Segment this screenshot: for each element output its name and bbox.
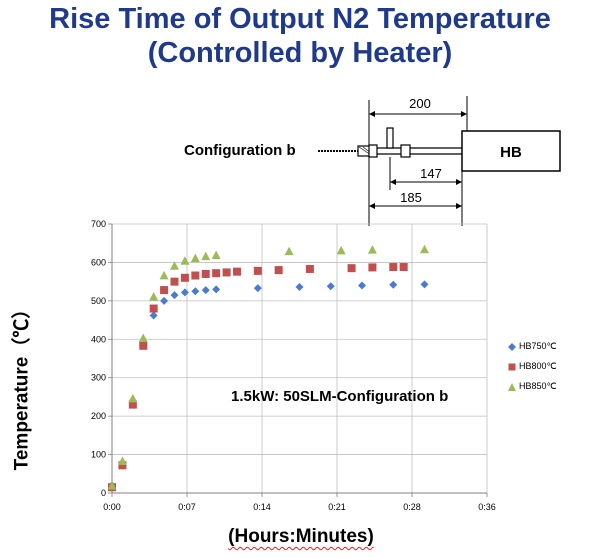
data-point-square [139, 341, 148, 350]
data-point-square [399, 263, 408, 272]
data-point-diamond [326, 282, 335, 291]
data-point-square [274, 266, 283, 275]
data-point-triangle [170, 261, 179, 270]
x-tick-label: 0:28 [403, 502, 421, 512]
data-point-square [212, 269, 221, 278]
dimension-147-label: 147 [420, 166, 442, 181]
x-axis-title-wrap: (Hours:Minutes) [0, 526, 600, 548]
y-tick-label: 0 [101, 488, 106, 498]
data-point-diamond [201, 286, 210, 295]
data-point-square [233, 267, 241, 276]
x-axis-title: (Hours:Minutes) [228, 526, 374, 547]
tube-collar [400, 144, 411, 158]
y-tick-label: 400 [91, 334, 106, 344]
legend-marker-square [508, 363, 516, 370]
y-axis-title: Temperature（℃） [11, 299, 33, 471]
data-point-triangle [211, 250, 221, 260]
x-tick-label: 0:14 [253, 502, 271, 512]
y-tick-label: 200 [91, 411, 106, 421]
title-line-2: (Controlled by Heater) [147, 37, 453, 69]
data-point-diamond [358, 281, 366, 290]
configuration-label: Configuration b [184, 142, 296, 159]
data-point-diamond [295, 283, 304, 292]
data-point-triangle [284, 246, 294, 256]
x-tick-label: 0:07 [178, 502, 196, 512]
legend-label: HB800℃ [519, 361, 557, 371]
legend-marker-triangle [508, 382, 516, 391]
data-point-triangle [117, 456, 127, 465]
chart-axes: 0 100 200 300 400 500 600 700 0:00 0:07 0:14 0:21 0:… [91, 219, 496, 512]
data-point-diamond [253, 284, 262, 293]
data-point-diamond [160, 296, 169, 305]
data-point-diamond [170, 291, 179, 300]
data-point-triangle [190, 253, 200, 263]
x-tick-label: 0:36 [478, 502, 496, 512]
dimension-185-label: 185 [400, 190, 422, 205]
y-tick-label: 500 [91, 296, 106, 306]
data-point-triangle [201, 251, 211, 261]
legend-item-hb750: HB750℃ [508, 341, 557, 352]
data-point-square [305, 264, 314, 273]
x-tick-label: 0:00 [103, 502, 121, 512]
x-tick-label: 0:21 [328, 502, 346, 512]
chart-grid [112, 223, 488, 494]
data-point-triangle [128, 393, 138, 403]
data-point-triangle [367, 245, 377, 254]
data-point-triangle [420, 244, 429, 254]
data-point-square [347, 264, 356, 273]
data-point-square [170, 277, 179, 286]
data-point-square [201, 269, 210, 278]
hb-box [461, 130, 561, 172]
legend-item-hb800: HB800℃ [508, 361, 557, 372]
dimension-200-label: 200 [409, 96, 431, 111]
data-point-diamond [389, 280, 398, 289]
data-point-triangle [336, 245, 346, 255]
data-point-diamond [420, 280, 429, 289]
data-point-triangle [180, 256, 190, 265]
data-point-triangle [138, 333, 148, 343]
data-point-square [118, 461, 127, 470]
data-point-square [149, 304, 158, 313]
data-point-square [222, 268, 231, 277]
chart-annotation: 1.5kW: 50SLM-Configuration b [231, 388, 449, 405]
legend-label: HB850℃ [519, 381, 557, 391]
data-point-square [180, 273, 189, 282]
data-point-square [191, 271, 200, 280]
title-line-1: Rise Time of Output N2 Temperature [49, 3, 551, 35]
data-point-diamond [149, 311, 158, 320]
hb-label: HB [500, 144, 522, 161]
data-point-square [128, 400, 137, 409]
data-point-square [389, 263, 398, 272]
chart-marks [107, 244, 429, 492]
data-point-square [368, 263, 377, 272]
data-point-square [253, 266, 262, 275]
data-point-triangle [107, 481, 117, 490]
vertical-stub [386, 127, 394, 149]
legend-item-hb850: HB850℃ [508, 381, 557, 392]
y-tick-label: 100 [91, 450, 106, 460]
y-tick-label: 700 [91, 219, 106, 229]
y-tick-label: 300 [91, 373, 106, 383]
legend-marker-diamond [508, 342, 516, 351]
data-point-diamond [180, 288, 189, 297]
data-point-square [160, 286, 169, 295]
data-point-triangle [149, 292, 159, 301]
data-point-triangle [159, 270, 169, 280]
data-point-diamond [191, 287, 200, 296]
legend-label: HB750℃ [519, 341, 557, 351]
data-point-diamond [212, 285, 221, 294]
slide-title: Rise Time of Output N2 Temperature (Cont… [0, 2, 600, 70]
y-tick-label: 600 [91, 257, 106, 267]
